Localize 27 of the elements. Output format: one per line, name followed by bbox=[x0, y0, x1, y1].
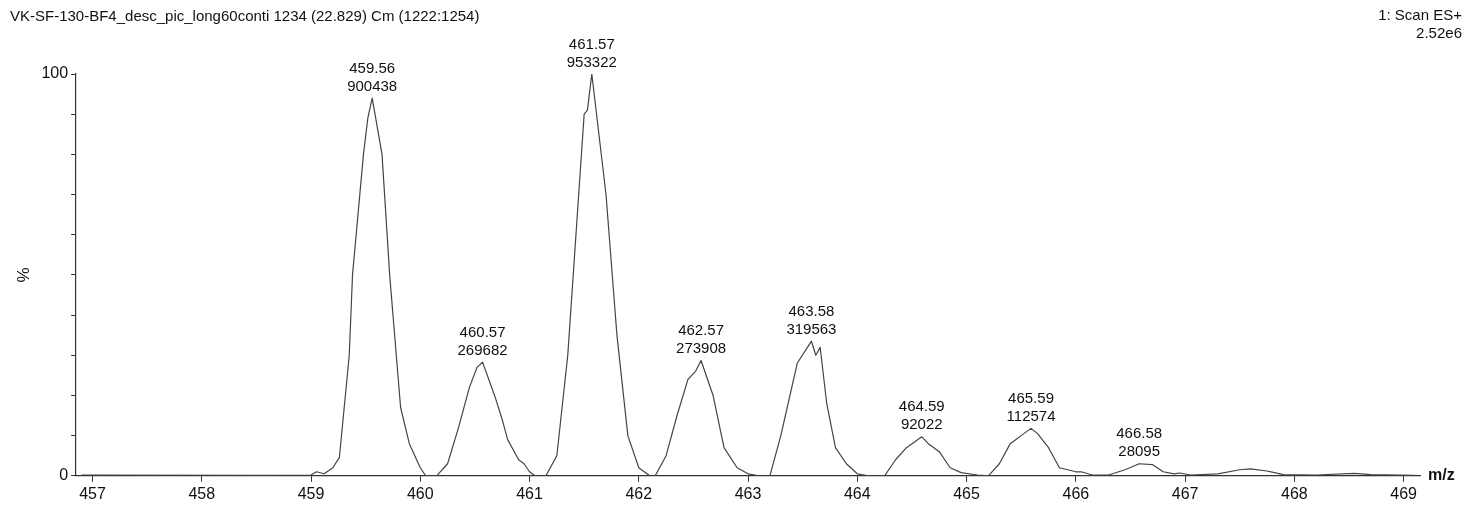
x-axis-title: m/z bbox=[1428, 466, 1455, 484]
annotation: 466.58 28095 bbox=[1116, 424, 1163, 460]
annotation: 461.57 953322 bbox=[566, 34, 617, 70]
x-tick-label: 469 bbox=[1390, 484, 1418, 502]
annotation: 464.59 92022 bbox=[898, 397, 945, 433]
x-tick-label: 457 bbox=[79, 484, 106, 502]
x-tick-label: 464 bbox=[843, 484, 871, 502]
x-tick-label: 466 bbox=[1062, 484, 1090, 502]
annotation: 459.56 900438 bbox=[347, 58, 398, 94]
x-tick-label: 463 bbox=[734, 484, 762, 502]
chart-title: VK-SF-130-BF4_desc_pic_long60conti 1234 (22.829) Cm (1222:1254) bbox=[10, 7, 480, 25]
x-tick-label: 462 bbox=[625, 484, 653, 502]
x-tick-label: 460 bbox=[406, 484, 434, 502]
x-tick-label: 468 bbox=[1281, 484, 1308, 502]
y-axis-title: % bbox=[13, 267, 33, 283]
x-tick-label: 461 bbox=[516, 484, 543, 502]
annotation: 460.57 269682 bbox=[457, 322, 508, 358]
y-tick-label: 100 bbox=[41, 64, 69, 82]
x-tick-label: 467 bbox=[1171, 484, 1199, 502]
annotation: 465.59 112574 bbox=[1006, 389, 1056, 425]
annotation: 463.58 319563 bbox=[786, 301, 837, 337]
text: 1: Scan ES+ 2.52e6 bbox=[1378, 5, 1463, 41]
annotation: 462.57 273908 bbox=[676, 321, 727, 357]
x-tick-label: 465 bbox=[953, 484, 981, 502]
y-tick-label: 0 bbox=[59, 466, 69, 484]
x-tick-label: 459 bbox=[297, 484, 325, 502]
x-tick-label: 458 bbox=[188, 484, 216, 502]
